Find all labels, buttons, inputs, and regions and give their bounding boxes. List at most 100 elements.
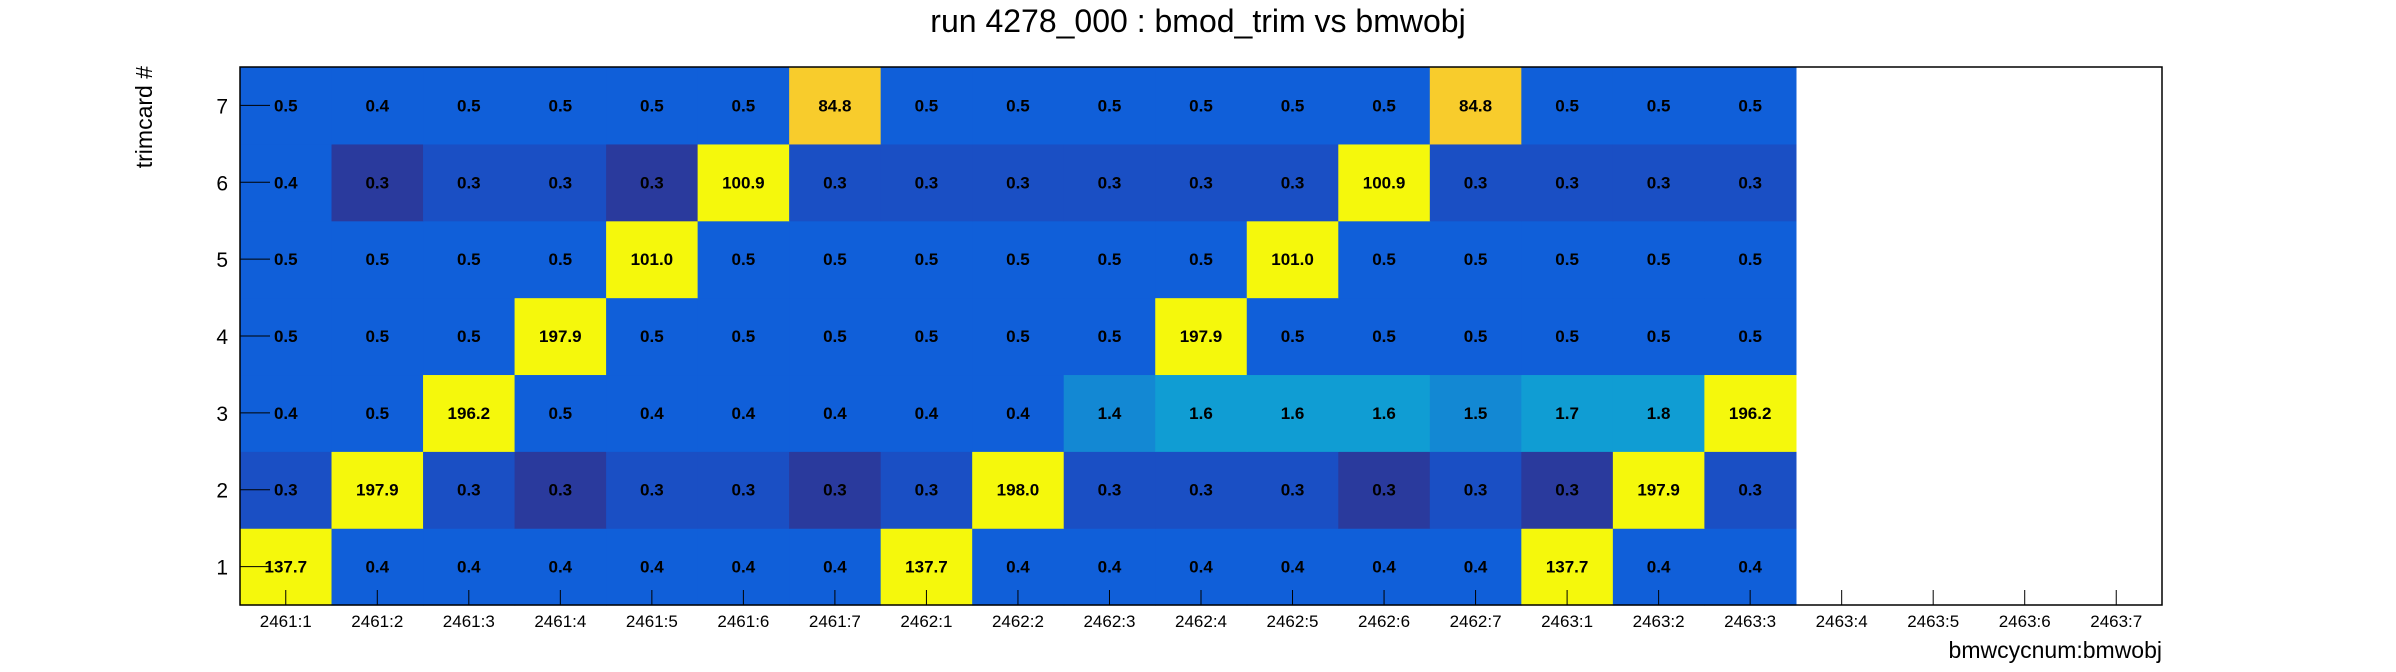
x-tick-label: 2462:2 bbox=[992, 612, 1044, 631]
heatmap-cell bbox=[1246, 297, 1339, 376]
cell-value-label: 0.3 bbox=[1189, 173, 1213, 192]
y-tick-label: 5 bbox=[216, 249, 228, 272]
heatmap-cell bbox=[423, 220, 516, 299]
cell-value-label: 0.3 bbox=[1464, 481, 1488, 500]
heatmap-cell bbox=[1429, 67, 1522, 145]
cell-value-label: 0.5 bbox=[1006, 96, 1030, 115]
heatmap-cell bbox=[331, 451, 424, 529]
cell-value-label: 0.5 bbox=[1098, 96, 1122, 115]
heatmap-cell-labels: 137.7 0.4 0.4 0.4 0.4 0.4 0.4 137.7 0.4 0.4 0.4 0.4… bbox=[264, 96, 1771, 576]
cell-value-label: 0.3 bbox=[732, 481, 756, 500]
heatmap-cell bbox=[423, 451, 516, 529]
cell-value-label: 0.4 bbox=[1738, 558, 1762, 577]
cell-value-label: 0.3 bbox=[1555, 481, 1579, 500]
heatmap-cell bbox=[1521, 374, 1614, 452]
cell-value-label: 1.7 bbox=[1555, 404, 1579, 423]
heatmap-cell bbox=[1063, 67, 1156, 145]
y-tick-label: 6 bbox=[216, 172, 228, 195]
cell-value-label: 0.3 bbox=[823, 173, 847, 192]
cell-value-label: 0.4 bbox=[640, 404, 664, 423]
cell-value-label: 0.3 bbox=[1098, 481, 1122, 500]
heatmap-cell bbox=[789, 143, 882, 222]
cell-value-label: 0.4 bbox=[915, 404, 939, 423]
heatmap-cell bbox=[1155, 67, 1248, 145]
cell-value-label: 0.4 bbox=[1372, 558, 1396, 577]
heatmap-cell bbox=[880, 297, 973, 376]
cell-value-label: 0.3 bbox=[1647, 173, 1671, 192]
heatmap-cell bbox=[1429, 451, 1522, 529]
heatmap-cell bbox=[880, 451, 973, 529]
x-tick-label: 2463:6 bbox=[1999, 612, 2051, 631]
cell-value-label: 0.5 bbox=[823, 250, 847, 269]
cell-value-label: 0.4 bbox=[640, 558, 664, 577]
cell-value-label: 0.5 bbox=[1738, 327, 1762, 346]
cell-value-label: 84.8 bbox=[818, 96, 851, 115]
cell-value-label: 0.5 bbox=[457, 96, 481, 115]
cell-value-label: 0.4 bbox=[823, 558, 847, 577]
heatmap-cell bbox=[1063, 220, 1156, 299]
cell-value-label: 0.3 bbox=[457, 481, 481, 500]
heatmap-cell bbox=[423, 143, 516, 222]
cell-value-label: 0.4 bbox=[274, 173, 298, 192]
cell-value-label: 0.4 bbox=[365, 96, 389, 115]
heatmap-cell bbox=[331, 143, 424, 222]
heatmap-cell bbox=[514, 451, 607, 529]
x-tick-label: 2463:7 bbox=[2090, 612, 2142, 631]
cell-value-label: 0.3 bbox=[365, 173, 389, 192]
cell-value-label: 0.3 bbox=[274, 481, 298, 500]
cell-value-label: 0.5 bbox=[823, 327, 847, 346]
heatmap-cell bbox=[697, 451, 790, 529]
heatmap-cell bbox=[1429, 374, 1522, 452]
x-axis-ticks: 2461:1 2461:2 2461:3 2461:4 2461:5 2461:6 2461… bbox=[260, 590, 2142, 631]
heatmap-cell bbox=[606, 374, 699, 452]
cell-value-label: 0.5 bbox=[365, 250, 389, 269]
cell-value-label: 1.6 bbox=[1189, 404, 1213, 423]
cell-value-label: 0.4 bbox=[549, 558, 573, 577]
cell-value-label: 0.3 bbox=[1372, 481, 1396, 500]
cell-value-label: 197.9 bbox=[1637, 481, 1680, 500]
cell-value-label: 0.5 bbox=[1006, 327, 1030, 346]
heatmap-cell bbox=[606, 67, 699, 145]
cell-value-label: 0.5 bbox=[1555, 250, 1579, 269]
cell-value-label: 0.5 bbox=[274, 250, 298, 269]
cell-value-label: 0.5 bbox=[1464, 250, 1488, 269]
x-tick-label: 2461:3 bbox=[443, 612, 495, 631]
cell-value-label: 0.5 bbox=[365, 404, 389, 423]
cell-value-label: 0.3 bbox=[1006, 173, 1030, 192]
y-tick-label: 2 bbox=[216, 480, 228, 503]
cell-value-label: 0.4 bbox=[365, 558, 389, 577]
heatmap-cell bbox=[514, 143, 607, 222]
cell-value-label: 0.4 bbox=[274, 404, 298, 423]
heatmap-cell bbox=[1246, 67, 1339, 145]
cell-value-label: 0.4 bbox=[1281, 558, 1305, 577]
heatmap-cell bbox=[789, 451, 882, 529]
cell-value-label: 0.4 bbox=[1006, 558, 1030, 577]
cell-value-label: 0.5 bbox=[1281, 96, 1305, 115]
cell-value-label: 0.5 bbox=[1464, 327, 1488, 346]
heatmap-cell bbox=[1246, 374, 1339, 452]
cell-value-label: 0.5 bbox=[640, 327, 664, 346]
heatmap-cell bbox=[1521, 67, 1614, 145]
cell-value-label: 0.5 bbox=[1281, 327, 1305, 346]
y-tick-label: 3 bbox=[216, 403, 228, 426]
x-tick-label: 2462:3 bbox=[1083, 612, 1135, 631]
heatmap-cell bbox=[1338, 143, 1431, 222]
x-tick-label: 2463:1 bbox=[1541, 612, 1593, 631]
heatmap-cell bbox=[514, 220, 607, 299]
cell-value-label: 0.5 bbox=[1647, 96, 1671, 115]
heatmap-cell bbox=[972, 374, 1065, 452]
heatmap-cell bbox=[972, 67, 1065, 145]
cell-value-label: 0.5 bbox=[1189, 96, 1213, 115]
x-tick-label: 2461:4 bbox=[534, 612, 586, 631]
cell-value-label: 0.5 bbox=[457, 327, 481, 346]
cell-value-label: 0.4 bbox=[457, 558, 481, 577]
x-axis-title: bmwcycnum:bmwobj bbox=[1949, 637, 2162, 663]
x-tick-label: 2463:3 bbox=[1724, 612, 1776, 631]
cell-value-label: 0.3 bbox=[1738, 173, 1762, 192]
x-tick-label: 2461:1 bbox=[260, 612, 312, 631]
heatmap-cell bbox=[1521, 297, 1614, 376]
cell-value-label: 0.5 bbox=[1555, 96, 1579, 115]
heatmap-cell bbox=[1063, 374, 1156, 452]
cell-value-label: 101.0 bbox=[1271, 250, 1314, 269]
cell-value-label: 197.9 bbox=[539, 327, 582, 346]
